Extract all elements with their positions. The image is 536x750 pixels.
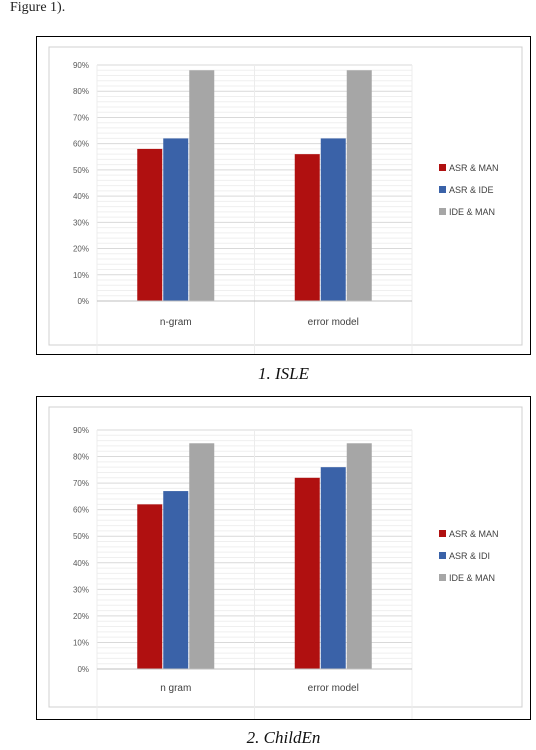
bar-2-2 [320,138,346,301]
caption-isle: 1. ISLE [258,364,309,383]
y-tick-label: 60% [73,140,89,149]
x-category-label: error model [308,317,359,328]
x-category-label: error model [308,683,359,694]
intro-text: Figure 1). [10,0,66,15]
y-tick-label: 10% [73,638,89,647]
chart-panel-childen: 0% 10% 20% 30% 40% 50% 60% 70% 80% 90% n gram error… [36,396,531,720]
y-tick-label: 60% [73,506,89,515]
caption-childen: 2. ChildEn [246,728,321,747]
y-tick-label: 40% [73,559,89,568]
y-tick-label: 40% [73,192,89,201]
bar-3-2 [346,70,372,301]
bar-1-2 [294,477,320,669]
bar-1-1 [137,504,163,669]
y-tick-label: 20% [73,245,89,254]
bar-3-1 [189,70,215,301]
y-tick-label: 0% [77,665,89,674]
legend-label: IDE & MAN [449,207,495,217]
legend-label: ASR & MAN [449,529,499,539]
legend-swatch [439,552,446,559]
y-tick-label: 0% [77,297,89,306]
y-tick-label: 30% [73,218,89,227]
y-tick-label: 70% [73,479,89,488]
chart-childen: 0% 10% 20% 30% 40% 50% 60% 70% 80% 90% n gram error… [48,406,523,719]
y-tick-label: 20% [73,612,89,621]
y-tick-label: 90% [73,61,89,70]
x-category-label: n-gram [160,317,192,328]
legend-label: ASR & MAN [449,163,499,173]
bar-2-1 [163,491,189,669]
bar-2-2 [320,467,346,669]
bar-1-2 [294,154,320,301]
legend-swatch [439,208,446,215]
legend-label: ASR & IDI [449,551,490,561]
y-tick-label: 80% [73,453,89,462]
bar-3-2 [346,443,372,669]
bar-2-1 [163,138,189,301]
y-tick-label: 80% [73,87,89,96]
y-tick-label: 70% [73,113,89,122]
legend-swatch [439,164,446,171]
bar-3-1 [189,443,215,669]
x-category-label: n gram [160,683,191,694]
chart-isle: 0% 10% 20% 30% 40% 50% 60% 70% 80% 90% n-gram error… [48,46,523,354]
legend-swatch [439,186,446,193]
bar-1-1 [137,148,163,301]
legend-swatch [439,530,446,537]
y-tick-label: 50% [73,166,89,175]
y-tick-label: 30% [73,585,89,594]
y-tick-label: 10% [73,271,89,280]
legend-swatch [439,574,446,581]
y-tick-label: 90% [73,426,89,435]
chart-panel-isle: 0% 10% 20% 30% 40% 50% 60% 70% 80% 90% n-gram error… [36,36,531,355]
legend-label: IDE & MAN [449,573,495,583]
y-tick-label: 50% [73,532,89,541]
legend-label: ASR & IDE [449,185,494,195]
